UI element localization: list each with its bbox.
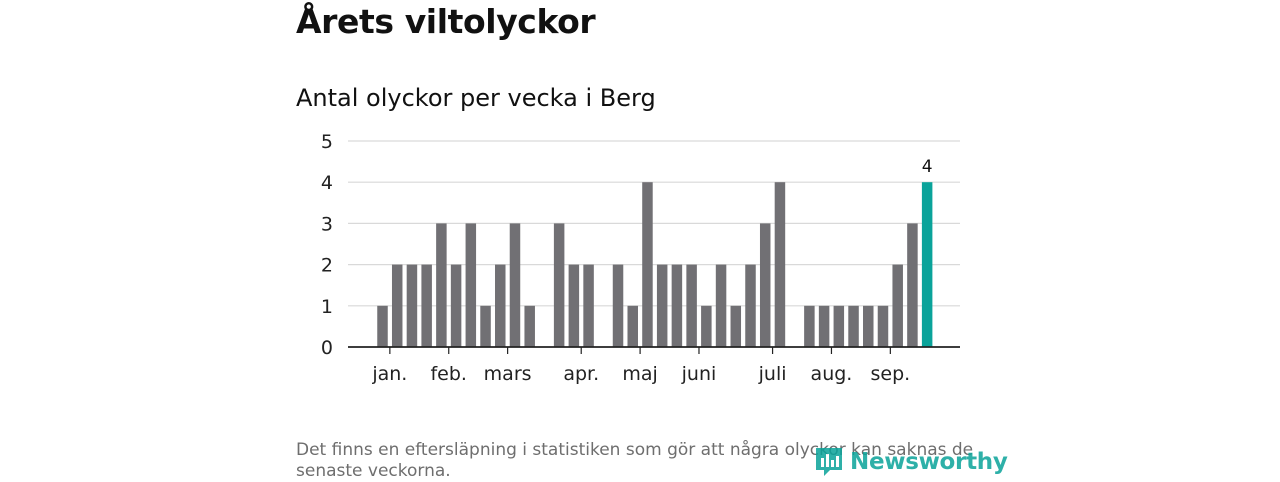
y-tick-label: 3 <box>321 213 333 235</box>
highlight-data-label: 4 <box>922 157 933 177</box>
x-tick-label: apr. <box>563 363 599 385</box>
y-tick-label: 4 <box>321 172 333 194</box>
bar <box>774 182 786 347</box>
bar <box>568 264 580 347</box>
x-tick-label: sep. <box>870 363 910 385</box>
bar <box>656 264 668 347</box>
newsworthy-logo: Newsworthy <box>814 444 1008 480</box>
bar <box>863 305 874 347</box>
highlight-bar <box>921 182 933 347</box>
bar <box>377 305 388 347</box>
chart-title: Årets viltolyckor <box>296 2 596 41</box>
bar <box>833 305 845 347</box>
y-tick-label: 0 <box>321 337 333 359</box>
bar <box>892 264 903 347</box>
bar <box>495 264 506 347</box>
bar <box>421 264 432 347</box>
bar <box>701 305 712 347</box>
x-tick-label: jan. <box>371 363 407 385</box>
y-tick-label: 1 <box>321 296 333 318</box>
bar <box>759 223 771 347</box>
newsworthy-logo-icon <box>816 448 842 476</box>
bar <box>524 305 535 347</box>
bar <box>907 223 918 347</box>
bar <box>553 223 565 347</box>
bar <box>804 305 815 347</box>
bar <box>450 264 462 347</box>
y-tick-label: 5 <box>321 131 333 153</box>
footnote: Det finns en eftersläpning i statistiken… <box>296 440 974 481</box>
bar <box>642 182 653 347</box>
bar <box>686 264 697 347</box>
bar <box>583 264 594 347</box>
bar <box>877 305 889 347</box>
x-tick-label: juni <box>681 363 717 385</box>
bar <box>627 305 638 347</box>
x-tick-label: feb. <box>430 363 466 385</box>
y-tick-label: 2 <box>321 255 333 277</box>
x-tick-label: aug. <box>811 363 853 385</box>
bar <box>509 223 521 347</box>
bar <box>745 264 756 347</box>
bar <box>436 223 447 347</box>
x-tick-label: maj <box>622 363 657 385</box>
bar-chart: 0 1 2 3 4 5 4 jan. feb. mars apr. maj juni juli aug. se… <box>321 131 960 385</box>
logo-text: Newsworthy <box>850 449 1008 475</box>
bar <box>480 305 491 347</box>
bar <box>465 223 477 347</box>
chart-subtitle: Antal olyckor per vecka i Berg <box>296 84 656 112</box>
bar <box>671 264 683 347</box>
bar <box>612 264 624 347</box>
bar <box>715 264 727 347</box>
bar <box>730 305 742 347</box>
x-tick-label: mars <box>484 363 532 385</box>
bar <box>406 264 418 347</box>
bar <box>848 305 859 347</box>
x-tick-label: juli <box>758 363 787 385</box>
bar <box>391 264 403 347</box>
bar <box>818 305 830 347</box>
